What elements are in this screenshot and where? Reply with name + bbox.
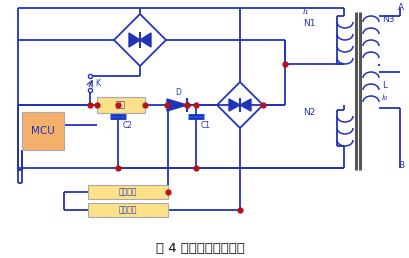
Text: i₁: i₁ <box>303 7 309 16</box>
Polygon shape <box>229 99 240 111</box>
Text: 同步整相: 同步整相 <box>119 188 137 197</box>
Polygon shape <box>140 33 151 47</box>
Text: i₀: i₀ <box>382 93 388 102</box>
Text: A: A <box>398 3 404 12</box>
Text: 图 4 灯电流控制示意图: 图 4 灯电流控制示意图 <box>155 241 245 254</box>
Polygon shape <box>129 33 140 47</box>
Text: N1: N1 <box>303 19 315 28</box>
Text: D: D <box>175 88 181 97</box>
Text: K: K <box>95 78 100 87</box>
FancyBboxPatch shape <box>88 203 168 217</box>
Text: N3: N3 <box>382 15 395 24</box>
Text: 电流采样: 电流采样 <box>119 206 137 214</box>
Text: B: B <box>398 161 404 170</box>
FancyBboxPatch shape <box>97 97 145 113</box>
Polygon shape <box>240 99 251 111</box>
Text: C1: C1 <box>201 122 211 131</box>
FancyBboxPatch shape <box>22 112 64 150</box>
Text: L: L <box>382 81 387 90</box>
FancyBboxPatch shape <box>88 185 168 199</box>
Text: C2: C2 <box>123 122 133 131</box>
Text: MCU: MCU <box>31 126 55 136</box>
Text: N2: N2 <box>303 108 315 117</box>
Text: 稳压: 稳压 <box>116 101 126 109</box>
Polygon shape <box>167 99 187 111</box>
